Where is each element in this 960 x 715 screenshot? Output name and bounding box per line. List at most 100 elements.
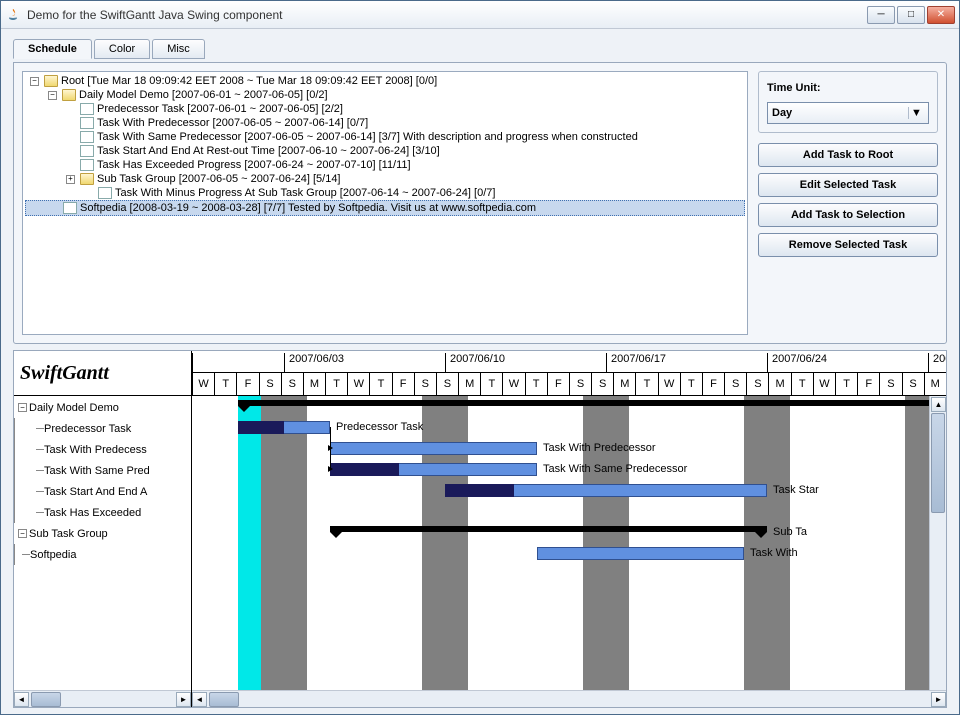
- add-task-selection-button[interactable]: Add Task to Selection: [758, 203, 938, 227]
- gantt-row-label: Softpedia: [30, 549, 76, 561]
- gantt-left-pane: SwiftGantt −Daily Model DemoPredecessor …: [14, 351, 192, 707]
- task-bar[interactable]: [330, 442, 537, 455]
- gantt-row[interactable]: Task Start And End A: [14, 481, 191, 502]
- gantt-row-label: Task Start And End A: [44, 486, 147, 498]
- titlebar: Demo for the SwiftGantt Java Swing compo…: [1, 1, 959, 29]
- summary-bar[interactable]: [330, 526, 767, 532]
- file-icon: [63, 202, 77, 214]
- scroll-right-icon[interactable]: ►: [931, 692, 946, 707]
- collapse-icon[interactable]: −: [30, 77, 39, 86]
- file-icon: [80, 131, 94, 143]
- gantt-chart-canvas[interactable]: Predecessor TaskTask With PredecessorTas…: [192, 396, 946, 690]
- day-header: S: [281, 373, 303, 395]
- tree-node-label: Task With Minus Progress At Sub Task Gro…: [115, 187, 495, 199]
- day-header: M: [924, 373, 946, 395]
- tree-node[interactable]: − Root [Tue Mar 18 09:09:42 EET 2008 ~ Tu…: [25, 74, 745, 88]
- edit-task-button[interactable]: Edit Selected Task: [758, 173, 938, 197]
- remove-task-button[interactable]: Remove Selected Task: [758, 233, 938, 257]
- gantt-left-scrollbar[interactable]: ◄ ►: [14, 690, 191, 707]
- expand-icon[interactable]: +: [66, 175, 75, 184]
- gantt-row[interactable]: −Sub Task Group: [14, 523, 191, 544]
- day-header: T: [791, 373, 813, 395]
- tree-node[interactable]: Task With Same Predecessor [2007-06-05 ~…: [25, 130, 745, 144]
- timeunit-combo[interactable]: Day ▼: [767, 102, 929, 124]
- toggle-icon[interactable]: −: [18, 403, 27, 412]
- tree-node-label: Sub Task Group [2007-06-05 ~ 2007-06-24]…: [97, 173, 341, 185]
- tab-misc[interactable]: Misc: [152, 39, 205, 59]
- gantt-row[interactable]: Softpedia: [14, 544, 191, 565]
- day-header: S: [902, 373, 924, 395]
- tree-node[interactable]: Task With Minus Progress At Sub Task Gro…: [25, 186, 745, 200]
- tree-node-label: Task With Same Predecessor [2007-06-05 ~…: [97, 131, 638, 143]
- day-header: T: [214, 373, 236, 395]
- day-header: M: [768, 373, 790, 395]
- day-header: F: [392, 373, 414, 395]
- task-bar[interactable]: [537, 547, 744, 560]
- folder-icon: [44, 75, 58, 87]
- summary-marker: [238, 406, 250, 418]
- day-header: W: [347, 373, 369, 395]
- gantt-chart: SwiftGantt −Daily Model DemoPredecessor …: [13, 350, 947, 708]
- gantt-row-label: Task Has Exceeded: [44, 507, 141, 519]
- gantt-row[interactable]: Task With Same Pred: [14, 460, 191, 481]
- task-progress: [445, 484, 514, 497]
- dependency-link: [330, 427, 331, 469]
- day-header: T: [369, 373, 391, 395]
- gantt-vscrollbar[interactable]: ▲: [929, 396, 946, 690]
- day-header: T: [680, 373, 702, 395]
- task-bar-label: Sub Ta: [773, 526, 807, 538]
- collapse-icon[interactable]: −: [48, 91, 57, 100]
- tree-node[interactable]: + Sub Task Group [2007-06-05 ~ 2007-06-24…: [25, 172, 745, 186]
- add-task-root-button[interactable]: Add Task to Root: [758, 143, 938, 167]
- folder-icon: [80, 173, 94, 185]
- summary-bar[interactable]: [238, 400, 946, 406]
- task-tree[interactable]: −Root [Tue Mar 18 09:09:42 EET 2008 ~ Tu…: [22, 71, 748, 335]
- scroll-up-icon[interactable]: ▲: [931, 397, 946, 412]
- scroll-right-icon[interactable]: ►: [176, 692, 191, 707]
- gantt-logo: SwiftGantt: [14, 351, 191, 396]
- task-progress: [238, 421, 284, 434]
- gantt-row-label: Task With Predecess: [44, 444, 147, 456]
- gantt-row[interactable]: −Daily Model Demo: [14, 397, 191, 418]
- gantt-row-label: Task With Same Pred: [44, 465, 150, 477]
- tree-node[interactable]: Task With Predecessor [2007-06-05 ~ 2007…: [25, 116, 745, 130]
- timeunit-value: Day: [772, 107, 792, 119]
- tab-color[interactable]: Color: [94, 39, 150, 59]
- tab-bar: ScheduleColorMisc: [13, 39, 947, 59]
- scroll-thumb[interactable]: [31, 692, 61, 707]
- day-header: W: [192, 373, 214, 395]
- tree-node[interactable]: Task Start And End At Rest-out Time [200…: [25, 144, 745, 158]
- tab-schedule[interactable]: Schedule: [13, 39, 92, 59]
- scroll-left-icon[interactable]: ◄: [192, 692, 207, 707]
- tree-node[interactable]: Predecessor Task [2007-06-01 ~ 2007-06-0…: [25, 102, 745, 116]
- toggle-icon[interactable]: −: [18, 529, 27, 538]
- tree-node-label: Root [Tue Mar 18 09:09:42 EET 2008 ~ Tue…: [61, 75, 437, 87]
- minimize-button[interactable]: ─: [867, 6, 895, 24]
- day-header: T: [525, 373, 547, 395]
- gantt-row[interactable]: Task With Predecess: [14, 439, 191, 460]
- gantt-row[interactable]: Predecessor Task: [14, 418, 191, 439]
- arrow-head-icon: [328, 466, 333, 472]
- gantt-task-list[interactable]: −Daily Model DemoPredecessor Task Task Wi…: [14, 396, 191, 690]
- tree-node-label: Task With Predecessor [2007-06-05 ~ 2007…: [97, 117, 368, 129]
- timeline-header: 2007/06/032007/06/102007/06/172007/06/24…: [192, 351, 946, 396]
- tree-node[interactable]: Softpedia [2008-03-19 ~ 2008-03-28] [7/7…: [25, 200, 745, 216]
- task-bar-label: Task With Predecessor: [543, 442, 655, 454]
- gantt-hscrollbar[interactable]: ◄ ►: [192, 690, 946, 707]
- scroll-thumb-v[interactable]: [931, 413, 945, 513]
- tree-node-label: Daily Model Demo [2007-06-01 ~ 2007-06-0…: [79, 89, 328, 101]
- today-column: [238, 396, 261, 690]
- close-button[interactable]: ✕: [927, 6, 955, 24]
- weekend-column: [905, 396, 928, 690]
- day-header: S: [414, 373, 436, 395]
- scroll-thumb-h[interactable]: [209, 692, 239, 707]
- gantt-row[interactable]: Task Has Exceeded: [14, 502, 191, 523]
- scroll-left-icon[interactable]: ◄: [14, 692, 29, 707]
- day-header: S: [436, 373, 458, 395]
- day-header: W: [813, 373, 835, 395]
- maximize-button[interactable]: □: [897, 6, 925, 24]
- tree-node[interactable]: − Daily Model Demo [2007-06-01 ~ 2007-06-…: [25, 88, 745, 102]
- button-group: Add Task to Root Edit Selected Task Add …: [758, 143, 938, 263]
- tree-node[interactable]: Task Has Exceeded Progress [2007-06-24 ~…: [25, 158, 745, 172]
- day-header: S: [724, 373, 746, 395]
